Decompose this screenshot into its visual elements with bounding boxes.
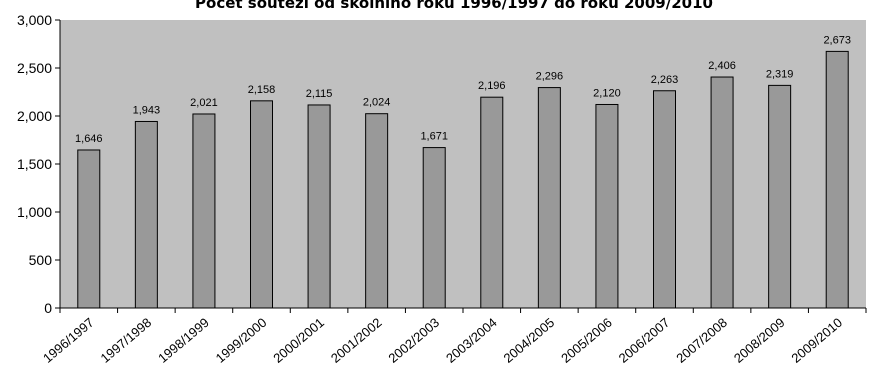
x-tick-label: 2006/2007 — [616, 315, 673, 366]
x-tick-label: 1997/1998 — [98, 315, 155, 366]
data-label: 2,024 — [363, 97, 391, 109]
x-tick-label: 2004/2005 — [501, 315, 558, 366]
x-tick-label: 1998/1999 — [155, 315, 212, 366]
y-tick-label: 0 — [44, 300, 52, 316]
y-tick-label: 2,000 — [17, 108, 52, 124]
y-tick-label: 1,000 — [17, 204, 52, 220]
data-label: 1,943 — [133, 104, 161, 116]
x-tick-label: 2005/2006 — [558, 315, 615, 366]
bar-2002-2003 — [422, 147, 446, 309]
data-label: 2,115 — [306, 88, 333, 100]
bar-2009-2010 — [825, 50, 849, 309]
x-tick-label: 2007/2008 — [673, 315, 730, 366]
bar-2003-2004 — [480, 96, 504, 309]
bar-1998-1999 — [192, 113, 216, 309]
bar-2001-2002 — [365, 113, 389, 309]
data-label: 2,120 — [593, 87, 621, 99]
y-tick-label: 3,000 — [17, 12, 52, 28]
x-tick-label: 2002/2003 — [385, 315, 442, 366]
data-label: 2,319 — [766, 68, 794, 80]
y-tick-label: 2,500 — [17, 60, 52, 76]
data-label: 2,296 — [536, 71, 564, 83]
bars-layer — [77, 50, 849, 309]
x-tick-label: 2000/2001 — [270, 315, 327, 366]
data-label: 1,646 — [75, 133, 103, 145]
bar-1999-2000 — [250, 100, 273, 309]
y-tick-label: 1,500 — [17, 156, 52, 172]
x-tick-label: 1996/1997 — [40, 315, 97, 366]
y-tick-label: 500 — [29, 252, 53, 268]
chart-title: Počet soutěží od školního roku 1996/1997… — [195, 0, 713, 12]
data-label: 2,158 — [248, 84, 276, 96]
x-tick-label: 2003/2004 — [443, 315, 500, 366]
x-tick-label: 1999/2000 — [213, 315, 270, 366]
data-label: 2,263 — [651, 74, 679, 86]
bar-2004-2005 — [537, 87, 561, 309]
data-label: 2,196 — [478, 80, 506, 92]
bar-2006-2007 — [653, 90, 676, 309]
bar-1997-1998 — [134, 120, 158, 309]
data-label: 2,021 — [190, 97, 218, 109]
bar-2005-2006 — [595, 103, 619, 309]
data-label: 1,671 — [420, 131, 448, 143]
data-label: 2,673 — [823, 34, 851, 46]
x-tick-label: 2001/2002 — [328, 315, 385, 366]
bar-2008-2009 — [768, 84, 792, 309]
axes-layer — [55, 19, 867, 313]
bar-2007-2008 — [710, 76, 734, 309]
plot-area — [60, 20, 866, 308]
x-tick-label: 2008/2009 — [731, 315, 788, 366]
data-label: 2,406 — [708, 60, 736, 72]
x-tick-label: 2009/2010 — [788, 315, 845, 366]
bar-2000-2001 — [307, 104, 331, 309]
bar-1996-1997 — [77, 149, 101, 309]
